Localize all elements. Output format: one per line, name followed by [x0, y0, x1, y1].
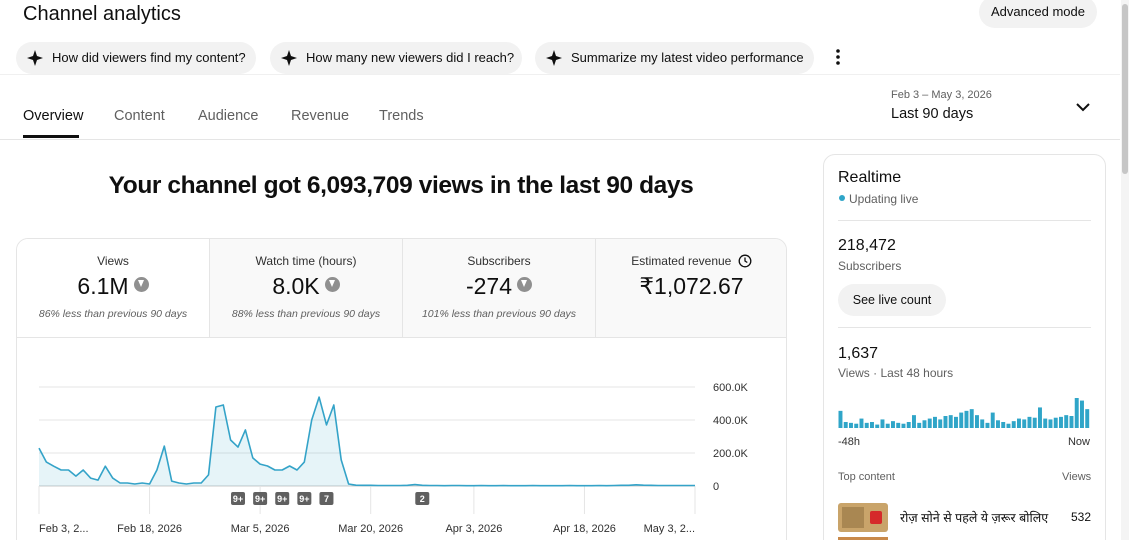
- metric-value: 8.0K: [272, 273, 320, 299]
- views-label: Views · Last 48 hours: [838, 366, 954, 380]
- realtime-status: Updating live: [849, 192, 919, 206]
- down-icon: [517, 277, 533, 292]
- advanced-mode-button[interactable]: Advanced mode: [979, 0, 1097, 28]
- tab[interactable]: Audience: [198, 108, 259, 124]
- realtime-card: [823, 154, 1106, 540]
- metric-label: Views: [97, 254, 129, 268]
- metric-note: 88% less than previous 90 days: [231, 308, 381, 320]
- divider: [0, 74, 1120, 75]
- sparkle-icon: [546, 50, 562, 66]
- live-dot: [839, 195, 845, 201]
- metric-tab[interactable]: Watch time (hours) 8.0K 88% less than pr…: [210, 239, 403, 337]
- metric-tab[interactable]: Views 6.1M 86% less than previous 90 day…: [17, 239, 210, 337]
- metric-note: 101% less than previous 90 days: [421, 308, 577, 320]
- scrollbar: [1121, 0, 1129, 540]
- divider: [17, 337, 786, 338]
- sparkle-icon: [281, 50, 297, 66]
- date-range-label[interactable]: Last 90 days: [891, 106, 974, 122]
- video-thumbnail[interactable]: [838, 503, 888, 532]
- divider: [0, 139, 1120, 140]
- down-icon: [133, 277, 149, 292]
- metric-label: Subscribers: [467, 254, 531, 268]
- tab[interactable]: Revenue: [291, 108, 350, 124]
- divider: [838, 327, 1091, 328]
- top-content-title: Top content: [838, 471, 895, 483]
- suggestion-chip[interactable]: Summarize my latest video performance: [535, 42, 814, 74]
- views-count: 1,637: [838, 345, 879, 362]
- see-live-count-button[interactable]: See live count: [838, 284, 946, 316]
- tab[interactable]: Content: [114, 108, 165, 124]
- tab[interactable]: Overview: [23, 108, 84, 124]
- metric-tab[interactable]: Estimated revenue ₹1,072.67: [596, 239, 786, 337]
- subscriber-count: 218,472: [838, 237, 896, 254]
- dropdown-icon[interactable]: [1075, 101, 1091, 113]
- sparkle-icon: [27, 50, 43, 66]
- metric-value: ₹1,072.67: [639, 273, 744, 299]
- video-title[interactable]: रोज़ सोने से पहले ये ज़रूर बोलिए: [900, 511, 1049, 525]
- metric-label: Watch time (hours): [255, 254, 357, 268]
- overview-card: Views 6.1M 86% less than previous 90 day…: [16, 238, 787, 540]
- divider: [838, 220, 1091, 221]
- clock-icon: [738, 254, 752, 268]
- metric-label: Estimated revenue: [631, 254, 732, 268]
- date-range-dates: Feb 3 – May 3, 2026: [891, 89, 992, 101]
- metric-note: 86% less than previous 90 days: [38, 308, 188, 320]
- suggestion-chip[interactable]: How many new viewers did I reach?: [270, 42, 522, 74]
- suggestion-chip[interactable]: How did viewers find my content?: [16, 42, 256, 74]
- suggestion-text: How did viewers find my content?: [52, 50, 246, 65]
- metric-value: -274: [465, 273, 513, 299]
- metric-tab[interactable]: Subscribers -274 101% less than previous…: [403, 239, 596, 337]
- video-views: 532: [1071, 510, 1092, 524]
- page-title: Channel analytics: [23, 3, 181, 25]
- subscriber-label: Subscribers: [838, 259, 902, 273]
- tab[interactable]: Trends: [379, 108, 424, 124]
- tab-indicator: [23, 135, 79, 138]
- realtime-title: Realtime: [838, 169, 902, 186]
- video-thumbnail[interactable]: [838, 537, 888, 540]
- suggestion-text: How many new viewers did I reach?: [306, 50, 515, 65]
- suggestion-text: Summarize my latest video performance: [571, 50, 804, 65]
- headline: Your channel got 6,093,709 views in the …: [108, 172, 694, 199]
- views-header: Views: [1062, 471, 1092, 483]
- down-icon: [324, 277, 340, 292]
- more-button[interactable]: [832, 48, 844, 66]
- metric-value: 6.1M: [77, 273, 129, 299]
